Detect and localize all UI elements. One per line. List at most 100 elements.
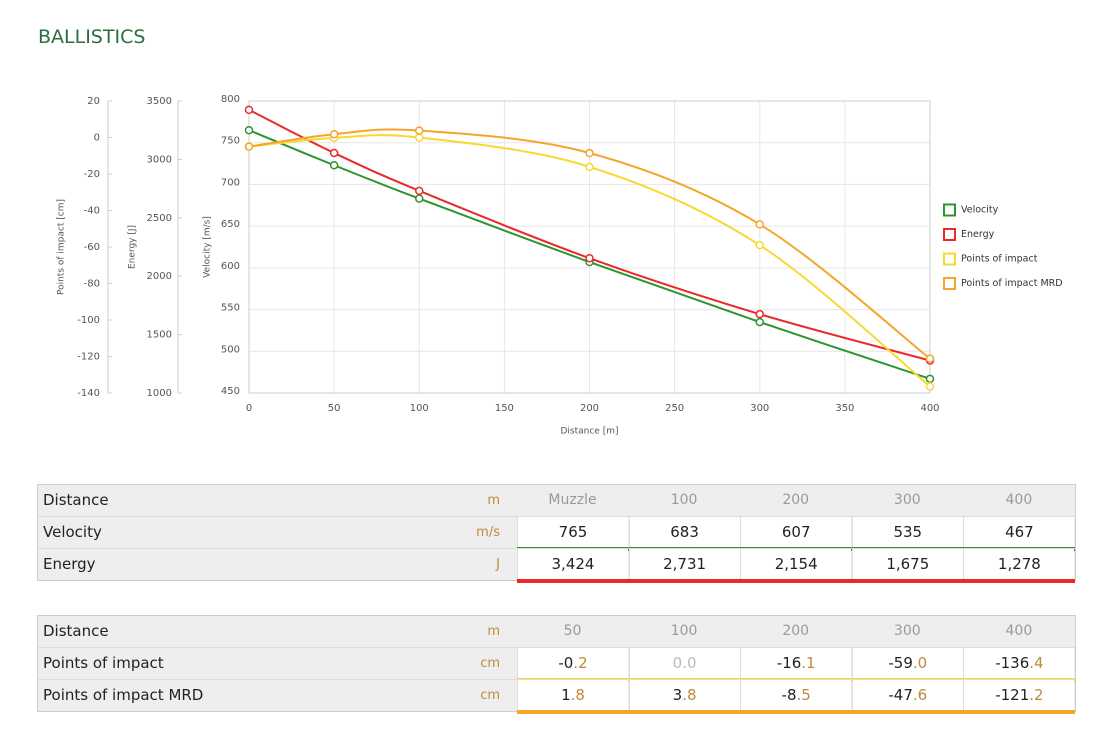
data-point <box>329 148 339 158</box>
legend-swatch <box>943 228 956 241</box>
y-tick-label: -40 <box>84 206 100 217</box>
table-cell: 200 <box>740 616 852 647</box>
axis-title: Distance [m] <box>560 427 618 437</box>
data-point <box>755 220 764 229</box>
table-header: Distance m Muzzle 100 200 300 400 <box>38 485 1075 516</box>
y-tick-label: 3500 <box>147 96 172 107</box>
data-point <box>755 317 764 327</box>
data-point <box>925 382 935 391</box>
table-row: Energy J 3,424 2,731 2,154 1,675 1,278 <box>38 548 1075 583</box>
y-tick-label: 2500 <box>147 213 172 224</box>
table-cell: 2,731 <box>628 549 740 580</box>
data-point <box>244 105 254 115</box>
legend-swatch <box>943 203 956 217</box>
data-point <box>244 125 254 135</box>
legend-label: Points of impact MRD <box>961 278 1063 289</box>
table-cell: -121.2 <box>963 680 1075 711</box>
x-tick-label: 50 <box>328 403 341 414</box>
data-point <box>415 126 424 135</box>
table-cell: Energy <box>43 555 96 573</box>
legend-label: Energy <box>961 229 995 240</box>
table-cell: J <box>496 557 500 572</box>
axis-title: Points of impact [cm] <box>57 199 67 295</box>
table-cell: 535 <box>851 517 963 548</box>
table-cell: 467 <box>963 517 1075 548</box>
table-cell: -136.4 <box>963 648 1075 679</box>
data-point <box>585 148 594 158</box>
table-cell: cm <box>480 688 500 703</box>
data-point <box>755 240 764 250</box>
table-cell: 607 <box>740 517 852 548</box>
legend-swatch <box>943 252 956 266</box>
table-cell: 3.8 <box>628 680 740 711</box>
data-point <box>415 186 424 196</box>
table-cell: cm <box>480 656 500 671</box>
y-tick-label: 2000 <box>147 271 172 282</box>
y-tick-label: 1500 <box>147 330 172 341</box>
data-table: Distance m Muzzle 100 200 300 400 Velocity m/s 76… <box>37 484 1076 583</box>
table-cell: -0.2 <box>517 648 628 679</box>
table-row: Velocity m/s 765 683 607 535 467 <box>38 516 1075 551</box>
table-cell: Points of impact MRD <box>43 686 204 704</box>
x-tick-label: 400 <box>920 403 939 414</box>
data-point <box>415 194 424 203</box>
table-cell: Distance <box>43 491 109 509</box>
y-tick-label: 450 <box>221 386 240 397</box>
axis-title: Velocity [m/s] <box>203 216 213 278</box>
table-cell: 1,675 <box>851 549 963 580</box>
y-tick-label: 800 <box>221 94 240 105</box>
table-cell: 765 <box>517 517 628 548</box>
table-cell: -8.5 <box>740 680 852 711</box>
y-tick-label: 700 <box>221 177 240 188</box>
table-cell: Muzzle <box>517 485 628 516</box>
table-cell: 2,154 <box>740 549 852 580</box>
table-cell: -16.1 <box>740 648 852 679</box>
table-cell: 1,278 <box>963 549 1075 580</box>
x-tick-label: 300 <box>750 403 769 414</box>
data-point <box>755 309 764 319</box>
row-color-bar <box>517 710 1075 714</box>
data-point <box>415 133 424 142</box>
table-cell: Points of impact <box>43 654 164 672</box>
table-cell: 100 <box>628 616 740 647</box>
table-cell: 200 <box>740 485 852 516</box>
data-point <box>329 129 339 139</box>
table-cell: 50 <box>517 616 628 647</box>
y-tick-label: -120 <box>77 352 100 363</box>
data-point <box>925 374 935 384</box>
y-tick-label: 0 <box>94 133 100 144</box>
y-tick-label: 3000 <box>147 154 172 165</box>
table-cell: 683 <box>628 517 740 548</box>
x-tick-label: 0 <box>246 403 252 414</box>
table-cell: 300 <box>851 616 963 647</box>
table-cell: m/s <box>476 525 500 540</box>
y-tick-label: 650 <box>221 219 240 230</box>
table-cell: 400 <box>963 616 1075 647</box>
table-header: Distance m 50 100 200 300 400 <box>38 616 1075 647</box>
y-tick-label: -140 <box>77 388 100 399</box>
x-tick-label: 250 <box>665 403 684 414</box>
table-cell: 0.0 <box>628 648 740 679</box>
plot-border <box>248 100 931 394</box>
data-point <box>329 160 339 170</box>
y-tick-label: -80 <box>84 279 100 290</box>
table-cell: 3,424 <box>517 549 628 580</box>
x-tick-label: 350 <box>835 403 854 414</box>
table-row: Points of impact cm -0.2 0.0 -16.1 -59.0 -136.… <box>38 647 1075 682</box>
y-tick-label: 1000 <box>147 388 172 399</box>
x-tick-label: 100 <box>410 403 429 414</box>
table-cell: m <box>487 624 500 639</box>
data-point <box>585 253 594 263</box>
data-point <box>585 162 594 172</box>
table-cell: 1.8 <box>517 680 628 711</box>
x-tick-label: 150 <box>495 403 514 414</box>
data-point <box>244 142 254 151</box>
table-cell: m <box>487 493 500 508</box>
legend-label: Velocity <box>961 205 999 216</box>
y-tick-label: 550 <box>221 303 240 314</box>
chart: 0 50 100 150 200 250 300 350 4004505005506006507… <box>57 94 1063 437</box>
x-tick-label: 200 <box>580 403 599 414</box>
y-tick-label: 750 <box>221 136 240 147</box>
table-cell: 300 <box>851 485 963 516</box>
